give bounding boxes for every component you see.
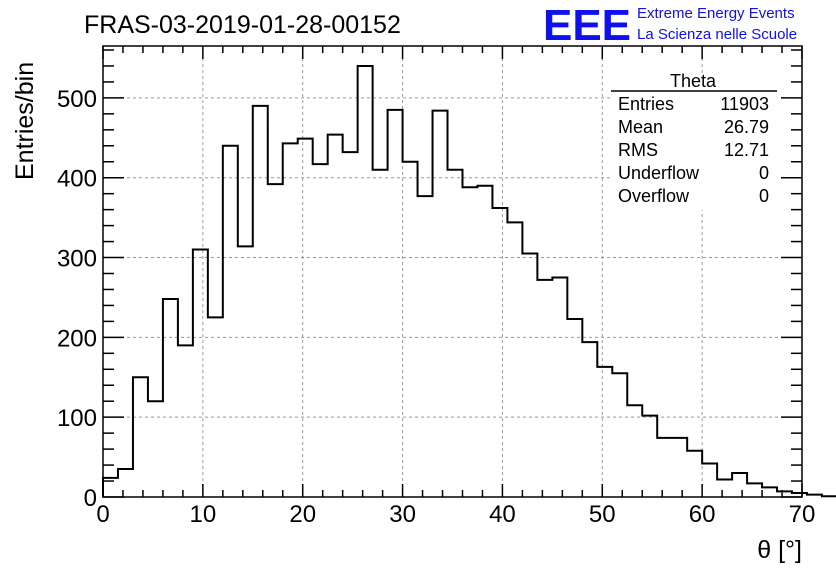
stats-label-rms: RMS	[618, 140, 658, 160]
y-tick-label: 100	[57, 405, 97, 432]
y-tick-label: 400	[57, 166, 97, 193]
eee-logo-line1: Extreme Energy Events	[637, 5, 795, 22]
eee-logo-mark: EEE	[543, 1, 631, 50]
histogram-line	[102, 64, 836, 498]
stats-label-underflow: Underflow	[618, 163, 700, 183]
stats-box: Theta Entries 11903 Mean 26.79 RMS 12.71…	[610, 71, 778, 210]
stats-label-overflow: Overflow	[618, 186, 690, 206]
chart-title: FRAS-03-2019-01-28-00152	[84, 11, 401, 39]
x-tick-label: 40	[489, 501, 516, 528]
x-tick-label: 20	[289, 501, 316, 528]
stats-label-entries: Entries	[618, 94, 674, 114]
y-tick-label: 200	[57, 325, 97, 352]
y-tick-label: 300	[57, 246, 97, 273]
x-tick-label: 60	[689, 501, 716, 528]
stats-value-entries: 11903	[720, 94, 769, 114]
x-tick-label: 70	[789, 501, 816, 528]
y-tick-labels: 0 100 200 300 400 500	[57, 86, 97, 512]
stats-value-rms: 12.71	[724, 140, 769, 160]
x-tick-label: 0	[96, 501, 109, 528]
y-axis-label: Entries/bin	[11, 62, 39, 180]
x-axis-label: θ [°]	[757, 536, 802, 564]
plot-frame	[102, 45, 803, 498]
stats-label-mean: Mean	[618, 117, 663, 137]
stats-value-overflow: 0	[759, 186, 769, 206]
axis-ticks	[102, 46, 803, 498]
stats-value-underflow: 0	[759, 163, 769, 183]
x-tick-labels: 0 10 20 30 40 50 60 70	[96, 501, 815, 528]
y-tick-label: 0	[84, 485, 97, 512]
x-tick-label: 10	[190, 501, 217, 528]
eee-logo: EEE Extreme Energy Events La Scienza nel…	[543, 1, 797, 50]
x-tick-label: 30	[389, 501, 416, 528]
y-tick-label: 500	[57, 86, 97, 113]
stats-box-title: Theta	[670, 71, 717, 91]
stats-box-background	[610, 76, 778, 210]
x-tick-label: 50	[589, 501, 616, 528]
stats-value-mean: 26.79	[724, 117, 769, 137]
eee-logo-line2: La Scienza nelle Scuole	[637, 26, 797, 43]
